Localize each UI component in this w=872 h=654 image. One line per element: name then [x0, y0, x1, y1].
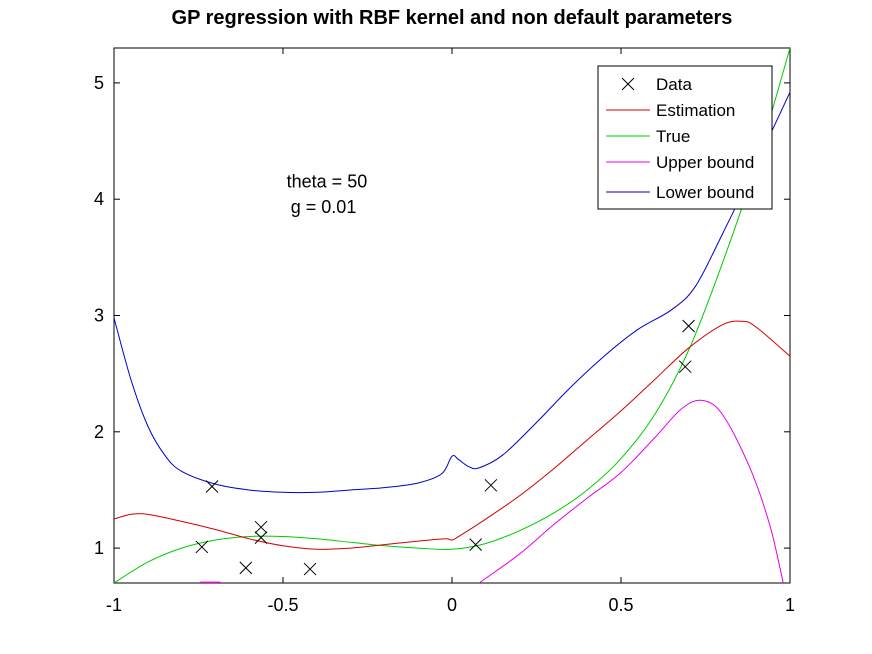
data-point — [205, 480, 219, 493]
legend-label-lower-bound: Lower bound — [656, 183, 754, 202]
legend-label-upper-bound: Upper bound — [656, 153, 754, 172]
data-point — [303, 562, 317, 576]
lower-bound-line — [114, 91, 790, 494]
true-line — [114, 48, 790, 583]
data-point — [682, 319, 695, 333]
data-point — [239, 561, 253, 575]
y-tick-label: 4 — [94, 189, 104, 209]
annotation-text: theta = 50 — [287, 172, 368, 192]
x-tick-label: 1 — [785, 595, 795, 615]
axis-ticks: -1 -0.5 0 0.5 1 1 2 3 4 5 — [94, 48, 795, 615]
y-tick-label: 3 — [94, 306, 104, 326]
x-tick-label: -1 — [106, 595, 122, 615]
data-point — [254, 531, 268, 544]
series-layer — [114, 48, 790, 583]
legend-marker-data — [621, 77, 635, 91]
x-tick-label: -0.5 — [267, 595, 298, 615]
legend: Data Estimation True Upper bound Lower bound — [597, 65, 773, 210]
estimation-line — [114, 320, 790, 550]
chart-title: GP regression with RBF kernel and non de… — [172, 7, 733, 29]
upper-bound-line — [478, 399, 784, 583]
data-point — [254, 520, 268, 534]
legend-label-estimation: Estimation — [656, 101, 735, 120]
legend-label-true: True — [656, 127, 690, 146]
data-point — [469, 538, 483, 551]
annotations: theta = 50 g = 0.01 — [287, 172, 368, 218]
data-point — [195, 540, 209, 554]
legend-box — [597, 65, 773, 210]
data-point — [678, 360, 692, 374]
legend-label-data: Data — [656, 75, 692, 94]
x-tick-label: 0.5 — [608, 595, 633, 615]
annotation-text: g = 0.01 — [291, 197, 357, 217]
x-tick-label: 0 — [447, 595, 457, 615]
y-tick-label: 1 — [94, 538, 104, 558]
y-tick-label: 5 — [94, 73, 104, 93]
data-point — [484, 478, 498, 492]
y-tick-label: 2 — [94, 422, 104, 442]
